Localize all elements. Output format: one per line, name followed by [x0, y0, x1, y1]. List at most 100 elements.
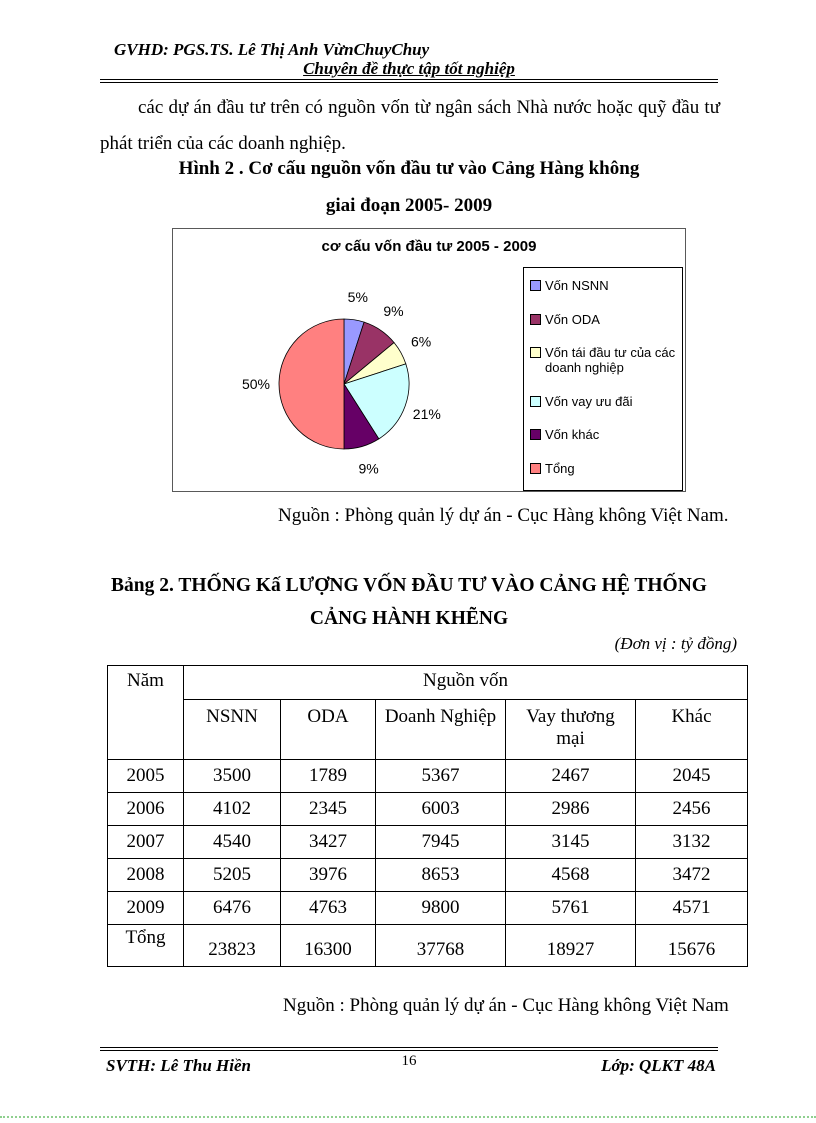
- table-header-row-1: Năm Nguồn vốn: [107, 665, 748, 760]
- row-label-cell: 2006: [107, 792, 184, 826]
- legend-label: Tổng: [545, 460, 575, 476]
- value-cell: 6003: [375, 792, 506, 826]
- value-cell: 2467: [505, 759, 636, 793]
- value-cell: 4568: [505, 858, 636, 892]
- legend-label: Vốn NSNN: [545, 278, 609, 293]
- legend-swatch-icon: [530, 462, 541, 474]
- legend-label: Vốn khác: [545, 427, 600, 443]
- value-cell: 23823: [183, 924, 281, 967]
- row-label-cell: 2009: [107, 891, 184, 925]
- legend-item: Vốn khác: [530, 427, 679, 442]
- figure-caption: Hình 2 . Cơ cấu nguồn vốn đầu tư vào Cản…: [100, 150, 718, 224]
- value-cell: 2045: [635, 759, 748, 793]
- header-subject: Chuyên đề thực tập tốt nghiệp: [303, 59, 515, 78]
- table-heading-line1: Bảng 2. THỐNG Kấ LƯỢNG VỐN ĐẦU TƯ VÀO CẢ…: [111, 575, 707, 596]
- year-column-header: Năm: [107, 665, 184, 760]
- value-cell: 5367: [375, 759, 506, 793]
- value-cell: 9800: [375, 891, 506, 925]
- unit-note: (Đơn vị : tỷ đồng): [614, 634, 737, 653]
- value-cell: 4540: [183, 825, 281, 859]
- legend-swatch-icon: [530, 313, 541, 325]
- pie-slice-3: [343, 363, 410, 440]
- table-row: Tổng 23823 16300 37768 18927 15676: [107, 924, 748, 967]
- legend-item: Vốn NSNN: [530, 278, 679, 293]
- value-cell: 5205: [183, 858, 281, 892]
- value-cell: 3976: [280, 858, 376, 892]
- footer-student: SVTH: Lê Thu Hiền: [106, 1056, 251, 1075]
- legend-label: Vốn vay ưu đãi: [545, 393, 633, 409]
- figure-source: Nguồn : Phòng quản lý dự án - Cục Hàng k…: [278, 505, 729, 526]
- value-cell: 3132: [635, 825, 748, 859]
- value-cell: 3472: [635, 858, 748, 892]
- table-source: Nguồn : Phòng quản lý dự án - Cục Hàng k…: [283, 995, 729, 1016]
- row-label-cell: 2005: [107, 759, 184, 793]
- table-row: 2008 5205 3976 8653 4568 3472: [107, 858, 748, 892]
- value-cell: 4763: [280, 891, 376, 925]
- table-row: 2007 4540 3427 7945 3145 3132: [107, 825, 748, 859]
- chart-legend: Vốn NSNN Vốn ODA Vốn tái đầu tư của các do…: [523, 267, 683, 491]
- value-cell: 3500: [183, 759, 281, 793]
- pie-percent-label: 9%: [358, 461, 378, 477]
- header-advisor: GVHD: PGS.TS. Lê Thị Anh VừnChuyChuy: [114, 40, 430, 59]
- column-header: ODA: [280, 699, 376, 760]
- value-cell: 6476: [183, 891, 281, 925]
- row-label-cell: 2007: [107, 825, 184, 859]
- legend-swatch-icon: [530, 429, 541, 441]
- value-cell: 4571: [635, 891, 748, 925]
- value-cell: 3145: [505, 825, 636, 859]
- pie-percent-label: 9%: [383, 303, 403, 319]
- value-cell: 15676: [635, 924, 748, 967]
- value-cell: 7945: [375, 825, 506, 859]
- value-cell: 2986: [505, 792, 636, 826]
- value-cell: 8653: [375, 858, 506, 892]
- column-header: Vay thương mại: [505, 699, 636, 760]
- value-cell: 37768: [375, 924, 506, 967]
- legend-swatch-icon: [530, 395, 541, 407]
- value-cell: 2345: [280, 792, 376, 826]
- group-column-header: Nguồn vốn: [183, 665, 748, 700]
- pie-slice-5: [278, 318, 345, 450]
- value-cell: 2456: [635, 792, 748, 826]
- data-table: Năm Nguồn vốn NSNN ODA Doanh Nghiệp Vay thư…: [107, 665, 748, 967]
- legend-item: Vốn tái đầu tư của các doanh nghiệp: [530, 345, 679, 375]
- row-label-cell: Tổng: [107, 924, 184, 967]
- column-header: Khác: [635, 699, 748, 760]
- figure-caption-line2: giai đoạn 2005- 2009: [325, 195, 493, 216]
- pie-percent-label: 6%: [411, 334, 431, 350]
- legend-label: Vốn ODA: [545, 311, 600, 327]
- pie-percent-label: 21%: [413, 406, 441, 422]
- legend-swatch-icon: [530, 347, 541, 359]
- bottom-dotted-line: [0, 1116, 816, 1118]
- pie-percent-label: 50%: [242, 376, 270, 392]
- legend-item: Vốn ODA: [530, 312, 679, 327]
- footer-class: Lớp: QLKT 48A: [601, 1056, 716, 1075]
- pie-percent-label: 5%: [348, 289, 368, 305]
- row-label-cell: 2008: [107, 858, 184, 892]
- table-heading-line2: CẢNG HÀNH KHẼNG: [309, 608, 509, 629]
- value-cell: 5761: [505, 891, 636, 925]
- pie-chart: 5% 9% 6% 21% 9% 50%: [242, 289, 441, 477]
- value-cell: 18927: [505, 924, 636, 967]
- legend-item: Vốn vay ưu đãi: [530, 394, 679, 409]
- legend-label: Vốn tái đầu tư của các doanh nghiệp: [545, 345, 676, 376]
- value-cell: 3427: [280, 825, 376, 859]
- chart-title: cơ cấu vốn đầu tư 2005 - 2009: [321, 238, 537, 255]
- value-cell: 4102: [183, 792, 281, 826]
- table-row: 2006 4102 2345 6003 2986 2456: [107, 792, 748, 826]
- page-header: GVHD: PGS.TS. Lê Thị Anh VừnChuyChuy Chu…: [100, 40, 718, 83]
- body-paragraph: các dự án đầu tư trên có nguồn vốn từ ng…: [100, 97, 720, 154]
- figure-caption-line1: Hình 2 . Cơ cấu nguồn vốn đầu tư vào Cản…: [178, 158, 640, 179]
- column-header: NSNN: [183, 699, 281, 760]
- page-footer: SVTH: Lê Thu Hiền 16 Lớp: QLKT 48A: [100, 1047, 718, 1080]
- value-cell: 16300: [280, 924, 376, 967]
- legend-swatch-icon: [530, 280, 541, 291]
- pie-chart-frame: cơ cấu vốn đầu tư 2005 - 2009 5% 9% 6% 21% 9…: [172, 228, 686, 492]
- column-header: Doanh Nghiệp: [375, 699, 506, 760]
- table-row: 2005 3500 1789 5367 2467 2045: [107, 759, 748, 793]
- legend-item: Tổng: [530, 461, 679, 476]
- value-cell: 1789: [280, 759, 376, 793]
- table-heading: Bảng 2. THỐNG Kấ LƯỢNG VỐN ĐẦU TƯ VÀO CẢ…: [100, 569, 718, 635]
- page-number: 16: [401, 1053, 417, 1069]
- table-header-row-2: NSNN ODA Doanh Nghiệp Vay thương mại Khác: [108, 699, 748, 760]
